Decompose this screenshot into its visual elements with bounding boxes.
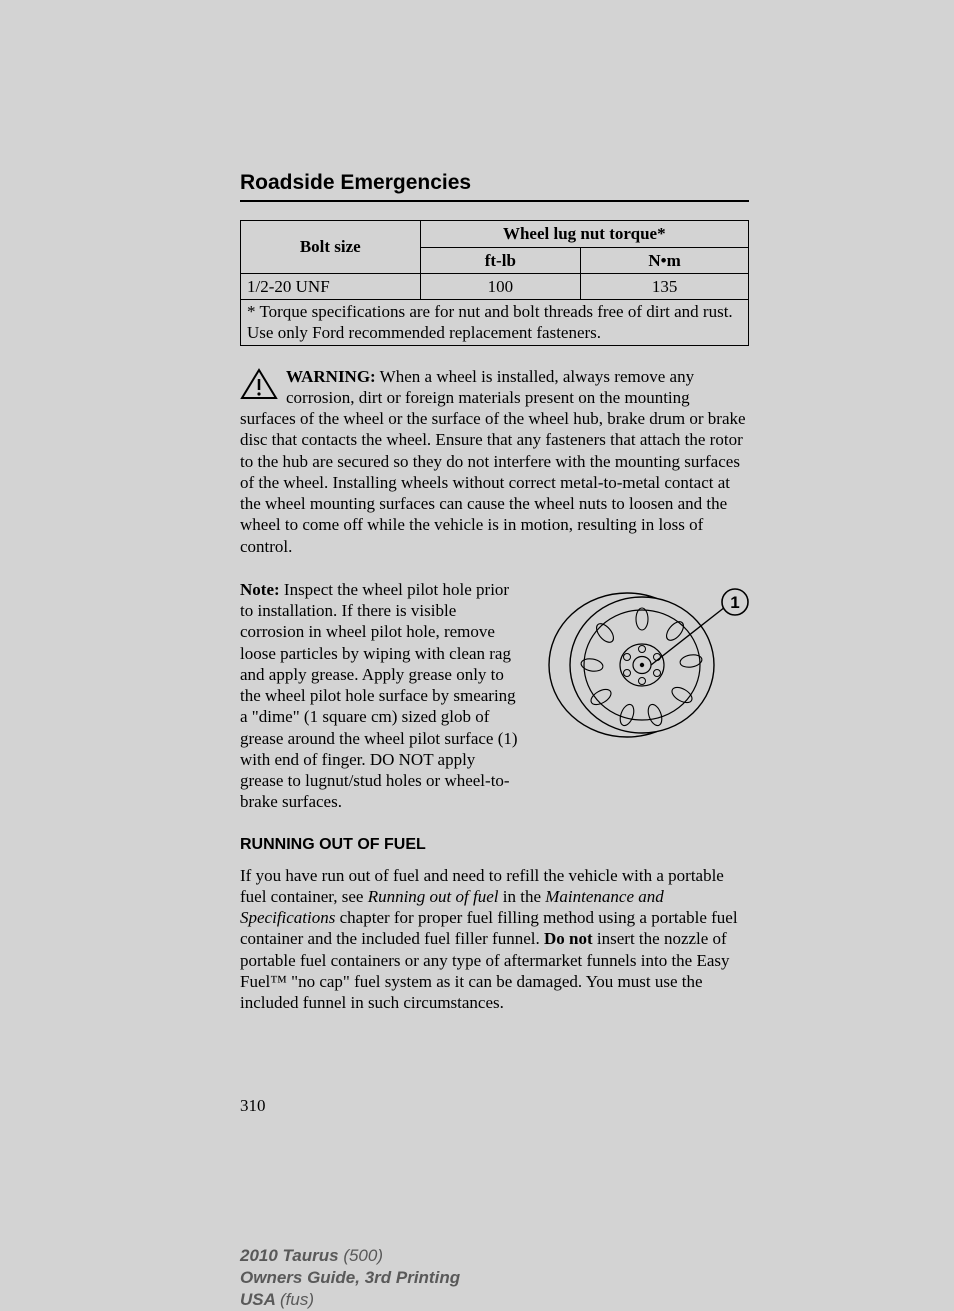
section-rule: [240, 200, 749, 202]
torque-table: Bolt size Wheel lug nut torque* ft-lb N•…: [240, 220, 749, 345]
note-body: Inspect the wheel pilot hole prior to in…: [240, 580, 518, 812]
table-sub-ftlb: ft-lb: [420, 247, 581, 273]
fuel-paragraph: If you have run out of fuel and need to …: [240, 865, 749, 1014]
note-label: Note:: [240, 580, 280, 599]
warning-text: When a wheel is installed, always remove…: [240, 367, 746, 556]
cell-ftlb: 100: [420, 273, 581, 299]
table-footnote: * Torque specifications are for nut and …: [241, 300, 749, 346]
guide-footer: 2010 Taurus (500) Owners Guide, 3rd Prin…: [240, 1245, 749, 1311]
wheel-figure: 1: [539, 579, 749, 744]
table-header-bolt: Bolt size: [241, 221, 421, 274]
note-text: Note: Inspect the wheel pilot hole prior…: [240, 579, 521, 813]
section-title: Roadside Emergencies: [240, 170, 749, 196]
table-sub-nm: N•m: [581, 247, 749, 273]
cell-bolt: 1/2-20 UNF: [241, 273, 421, 299]
warning-block: WARNING: When a wheel is installed, alwa…: [240, 366, 749, 557]
warning-label: WARNING:: [286, 367, 376, 386]
warning-icon: [240, 368, 278, 400]
fuel-heading: RUNNING OUT OF FUEL: [240, 835, 749, 855]
callout-number: 1: [730, 593, 739, 612]
cell-nm: 135: [581, 273, 749, 299]
page-number: 310: [240, 1095, 749, 1116]
table-header-torque: Wheel lug nut torque*: [420, 221, 748, 247]
table-row: 1/2-20 UNF 100 135: [241, 273, 749, 299]
